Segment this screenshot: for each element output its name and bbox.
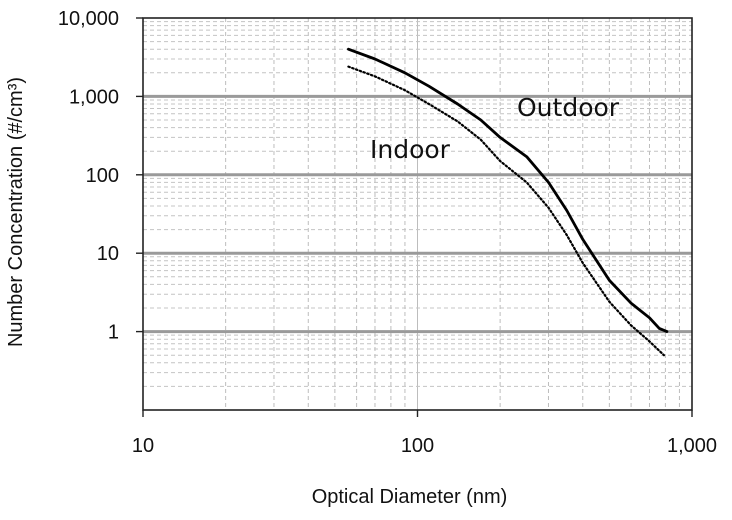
x-tick-label: 10 — [132, 435, 154, 457]
x-tick-label: 100 — [401, 435, 434, 457]
series-line-outdoor — [346, 47, 669, 334]
y-axis-ticks: 10,000 1,000 100 10 1 — [58, 8, 143, 344]
y-tick-label: 10 — [97, 243, 119, 265]
series-layer — [346, 47, 669, 357]
x-tick-label: 1,000 — [667, 435, 717, 457]
series-line-indoor — [347, 65, 666, 357]
x-axis-label: Optical Diameter (nm) — [312, 486, 508, 508]
annotation-outdoor: Outdoor — [517, 93, 620, 122]
x-axis-ticks: 10 100 1,000 — [132, 410, 717, 457]
y-tick-label: 1,000 — [69, 86, 119, 108]
y-tick-label: 100 — [86, 165, 119, 187]
y-tick-label: 1 — [108, 322, 119, 344]
y-axis-label: Number Concentration (#/cm³) — [5, 77, 27, 347]
grid — [143, 18, 692, 410]
y-tick-label: 10,000 — [58, 8, 119, 30]
annotation-indoor: Indoor — [370, 135, 451, 164]
